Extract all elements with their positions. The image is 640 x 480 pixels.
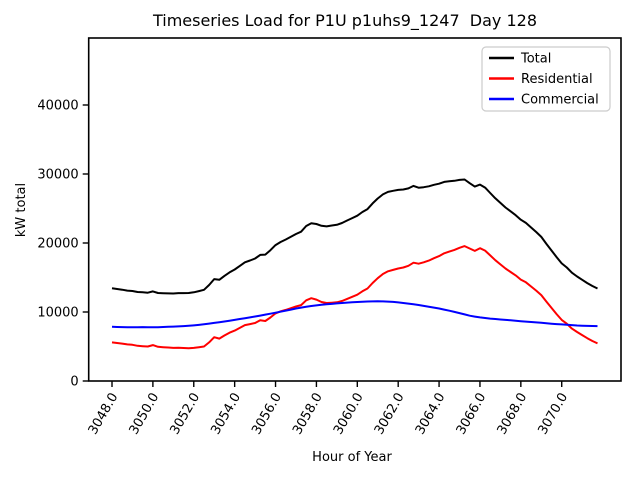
line-total [111,178,598,295]
line-commercial [111,300,598,329]
legend: Total Residential Commercial [481,46,611,112]
x-tick-label: 3066.0 [454,391,490,438]
legend-box [481,46,611,112]
y-tick-label: 20000 [37,236,78,251]
x-tick-label: 3058.0 [290,391,326,438]
x-tick-label: 3064.0 [413,391,449,438]
x-tick-label: 3062.0 [372,391,408,438]
x-tick-label: 3068.0 [495,391,531,438]
x-axis-ticks: 3048.0 3050.0 3052.0 3054.0 3056.0 3058.0 3060… [86,381,571,437]
x-tick-label: 3070.0 [535,391,571,438]
y-tick-label: 0 [70,375,78,390]
legend-label-total: Total [520,52,551,67]
legend-label-commercial: Commercial [521,93,599,108]
x-tick-label: 3050.0 [127,391,163,438]
legend-label-residential: Residential [521,72,593,87]
line-residential [111,245,598,350]
y-axis-label: kW total [14,183,29,237]
x-axis-label: Hour of Year [312,450,392,465]
chart-title: Timeseries Load for P1U p1uhs9_1247 Day … [152,11,537,31]
y-tick-label: 10000 [37,305,78,320]
y-axis-ticks: 0 10000 20000 30000 40000 [37,98,89,390]
x-tick-label: 3048.0 [86,391,122,438]
x-tick-label: 3054.0 [208,391,244,438]
x-tick-label: 3056.0 [249,391,285,438]
x-tick-label: 3052.0 [167,391,203,438]
y-tick-label: 40000 [37,98,78,113]
x-tick-label: 3060.0 [331,391,367,438]
y-tick-label: 30000 [37,167,78,182]
